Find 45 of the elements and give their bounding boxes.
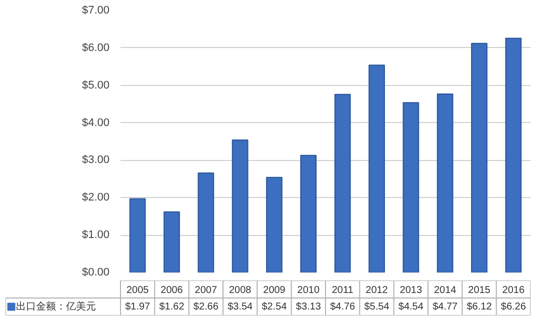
x-tick-label: 2011	[332, 284, 354, 296]
bar	[232, 140, 248, 272]
x-tick-label: 2013	[400, 284, 422, 296]
bar	[164, 211, 180, 272]
x-tick-label: 2014	[434, 284, 457, 296]
data-label: $1.97	[125, 301, 151, 312]
x-tick-label: 2012	[366, 284, 388, 296]
data-label: $6.12	[466, 301, 492, 312]
bar	[129, 198, 146, 272]
y-tick-label: $2.00	[82, 192, 110, 204]
x-tick-label: 2008	[228, 284, 252, 296]
bar	[198, 172, 214, 272]
bar	[334, 94, 351, 272]
y-tick-label: $1.00	[82, 229, 110, 242]
bar	[402, 102, 420, 272]
data-label: $6.26	[500, 301, 526, 312]
x-tick-label: 2015	[468, 284, 491, 296]
x-tick-label: 2010	[297, 284, 320, 296]
data-label: $5.54	[364, 301, 390, 312]
x-tick-label: 2016	[502, 284, 525, 296]
data-label: $3.13	[296, 301, 322, 312]
x-tick-label: 2006	[160, 284, 184, 296]
x-tick-label: 2009	[263, 284, 286, 296]
data-label: $4.76	[330, 301, 356, 312]
legend-label: 出口金额：亿美元	[16, 300, 96, 312]
y-tick-label: $6.00	[82, 42, 110, 54]
data-label: $4.77	[432, 301, 458, 312]
bar	[368, 64, 385, 272]
data-label: $2.66	[193, 301, 219, 312]
bar	[436, 93, 454, 272]
bar	[505, 38, 522, 272]
data-label: $4.54	[398, 301, 424, 312]
data-label: $3.54	[228, 301, 254, 312]
bar	[266, 176, 282, 272]
data-label: $1.62	[159, 301, 185, 312]
bar	[471, 42, 488, 272]
bar	[300, 154, 317, 272]
y-tick-label: $3.00	[82, 154, 110, 166]
x-tick-label: 2005	[126, 284, 150, 296]
data-label: $2.54	[262, 301, 288, 312]
y-tick-label: $5.00	[82, 79, 110, 92]
x-tick-label: 2007	[194, 284, 218, 296]
y-tick-label: $0.00	[82, 266, 110, 278]
y-tick-label: $7.00	[82, 4, 110, 16]
y-tick-label: $4.00	[82, 116, 110, 129]
